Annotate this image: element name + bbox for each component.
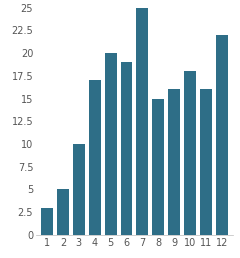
Bar xyxy=(120,62,132,235)
Bar xyxy=(168,90,180,235)
Bar xyxy=(136,8,148,235)
Bar xyxy=(200,90,212,235)
Bar xyxy=(105,53,117,235)
Bar xyxy=(152,99,164,235)
Bar xyxy=(216,35,228,235)
Bar xyxy=(41,207,53,235)
Bar xyxy=(73,144,85,235)
Bar xyxy=(184,71,196,235)
Bar xyxy=(57,189,69,235)
Bar xyxy=(89,80,101,235)
